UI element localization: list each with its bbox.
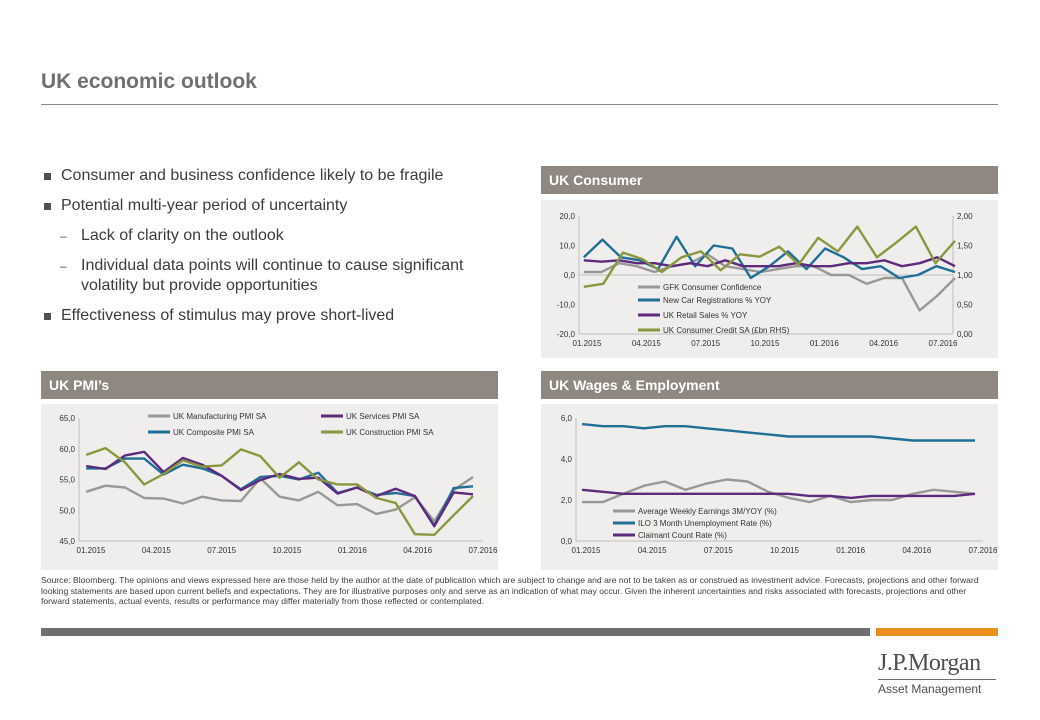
y-tick-label: 6,0 xyxy=(561,414,573,423)
consumer-chart: 20,0 10,0 0,0 -10,0 -20,0 2,00 1,50 1,00 0,50 0,0… xyxy=(557,212,973,348)
y-tick-label: 55,0 xyxy=(59,476,75,485)
consumer-chart-panel: 20,0 10,0 0,0 -10,0 -20,0 2,00 1,50 1,00 0,50 0,0… xyxy=(541,200,998,358)
bullet-marker xyxy=(44,203,51,210)
pmi-chart: 65,0 60,0 55,0 50,0 45,001.2015 04.2015 07.201… xyxy=(59,412,498,555)
x-tick-label: 10.2015 xyxy=(751,339,780,348)
series-line xyxy=(583,256,956,268)
consumer-panel-header: UK Consumer xyxy=(541,166,998,194)
y-right-tick-label: 1,50 xyxy=(957,242,973,251)
bullet-list: Consumer and business confidence likely … xyxy=(44,166,524,336)
y-tick-label: 20,0 xyxy=(559,212,575,221)
bullet-text: Potential multi-year period of uncertain… xyxy=(61,197,348,214)
legend-label: Claimant Count Rate (%) xyxy=(638,531,727,540)
y-tick-label: 10,0 xyxy=(559,242,575,251)
x-tick-label: 01.2015 xyxy=(573,339,602,348)
y-tick-label: 65,0 xyxy=(59,414,75,423)
title-rule xyxy=(41,104,998,105)
wages-panel-header: UK Wages & Employment xyxy=(541,371,998,399)
bullet-item: Potential multi-year period of uncertain… xyxy=(44,196,524,216)
bullet-text: Effectiveness of stimulus may prove shor… xyxy=(61,307,395,324)
series-line xyxy=(582,478,976,504)
bullet-item: Effectiveness of stimulus may prove shor… xyxy=(44,306,524,326)
y-tick-label: 0,0 xyxy=(564,271,576,280)
x-tick-label: 07.2016 xyxy=(969,546,998,555)
x-tick-label: 10.2015 xyxy=(770,546,799,555)
dash-marker: – xyxy=(60,229,67,243)
source-disclaimer: Source: Bloomberg. The opinions and view… xyxy=(41,575,979,607)
x-tick-label: 07.2015 xyxy=(691,339,720,348)
bullet-marker xyxy=(44,173,51,180)
legend-label: UK Retail Sales % YOY xyxy=(663,311,748,320)
y-right-tick-label: 2,00 xyxy=(957,212,973,221)
y-tick-label: 0,0 xyxy=(561,537,573,546)
x-tick-label: 07.2016 xyxy=(929,339,958,348)
logo-rule xyxy=(878,679,996,680)
bullet-text: Consumer and business confidence likely … xyxy=(61,167,444,184)
wages-chart-panel: 6,0 4,0 2,0 0,0 01.2015 04.2015 07.2015 10.2015… xyxy=(541,404,998,570)
wages-chart: 6,0 4,0 2,0 0,001.2015 04.2015 07.2015 10.2015… xyxy=(561,414,998,555)
y-tick-label: 45,0 xyxy=(59,537,75,546)
y-tick-label: 2,0 xyxy=(561,496,573,505)
legend-label: Average Weekly Earnings 3M/YOY (%) xyxy=(638,507,777,516)
bullet-text: Lack of clarity on the outlook xyxy=(81,227,284,244)
x-tick-label: 01.2016 xyxy=(836,546,865,555)
x-tick-label: 04.2016 xyxy=(902,546,931,555)
x-tick-label: 04.2016 xyxy=(869,339,898,348)
y-tick-label: 4,0 xyxy=(561,455,573,464)
y-right-tick-label: 0,00 xyxy=(957,330,973,339)
footer-accent-bar xyxy=(876,628,998,636)
bullet-marker xyxy=(44,313,51,320)
logo-name: J.P.Morgan xyxy=(878,650,981,676)
x-tick-label: 04.2016 xyxy=(403,546,432,555)
series-line xyxy=(583,253,956,312)
x-tick-label: 10.2015 xyxy=(273,546,302,555)
pmi-panel-header: UK PMI’s xyxy=(41,371,498,399)
page-title: UK economic outlook xyxy=(41,70,257,93)
series-line xyxy=(581,422,975,442)
y-tick-label: 60,0 xyxy=(59,445,75,454)
series-line xyxy=(86,457,474,527)
series-line xyxy=(86,450,474,528)
y-tick-label: -20,0 xyxy=(557,330,576,339)
x-tick-label: 07.2015 xyxy=(704,546,733,555)
logo-subtitle: Asset Management xyxy=(878,682,982,696)
legend-label: UK Composite PMI SA xyxy=(173,428,255,437)
jpmorgan-logo: J.P.Morgan Asset Management xyxy=(878,650,998,696)
bullet-item: Consumer and business confidence likely … xyxy=(44,166,524,186)
legend-label: UK Services PMI SA xyxy=(346,412,420,421)
legend-label: UK Consumer Credit SA (£bn RHS) xyxy=(663,326,790,335)
x-tick-label: 07.2016 xyxy=(469,546,498,555)
series-line xyxy=(85,476,474,523)
sub-bullet-item: – Lack of clarity on the outlook xyxy=(60,226,524,246)
y-right-tick-label: 1,00 xyxy=(957,271,973,280)
y-tick-label: -10,0 xyxy=(557,301,576,310)
legend-label: GFK Consumer Confidence xyxy=(663,283,762,292)
x-tick-label: 04.2015 xyxy=(142,546,171,555)
x-tick-label: 01.2016 xyxy=(810,339,839,348)
footer-bar xyxy=(41,628,870,636)
dash-marker: – xyxy=(60,259,67,273)
x-tick-label: 04.2015 xyxy=(638,546,667,555)
x-tick-label: 01.2015 xyxy=(77,546,106,555)
legend-label: New Car Registrations % YOY xyxy=(663,296,772,305)
series-line xyxy=(581,488,976,500)
x-tick-label: 01.2015 xyxy=(572,546,601,555)
series-line xyxy=(583,225,956,288)
x-tick-label: 01.2016 xyxy=(338,546,367,555)
y-tick-label: 50,0 xyxy=(59,506,75,515)
legend-label: ILO 3 Month Unemployment Rate (%) xyxy=(638,519,772,528)
y-right-tick-label: 0,50 xyxy=(957,301,973,310)
legend-label: UK Construction PMI SA xyxy=(346,428,434,437)
series-line xyxy=(85,446,474,537)
pmi-chart-panel: 65,0 60,0 55,0 50,0 45,0 01.2015 04.2015 07.201… xyxy=(41,404,498,570)
x-tick-label: 07.2015 xyxy=(207,546,236,555)
legend-label: UK Manufacturing PMI SA xyxy=(173,412,267,421)
sub-bullet-item: – Individual data points will continue to… xyxy=(60,256,524,296)
x-tick-label: 04.2015 xyxy=(632,339,661,348)
bullet-text: Individual data points will continue to … xyxy=(81,257,464,294)
